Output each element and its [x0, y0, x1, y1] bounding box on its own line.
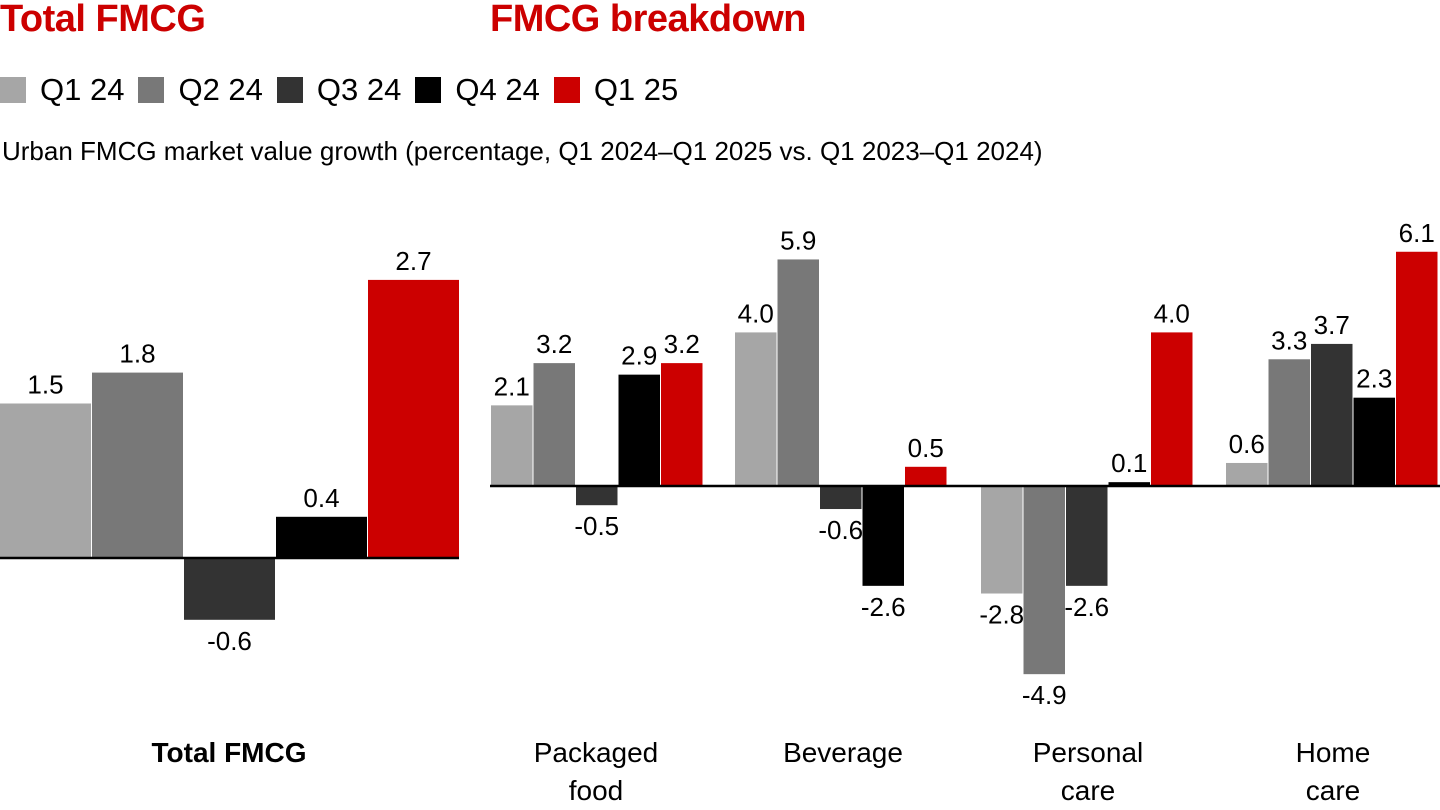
category-label: Packaged food [534, 737, 659, 806]
legend: Q1 24 Q2 24 Q3 24 Q4 24 Q1 25 [0, 72, 692, 108]
data-label: -2.6 [861, 592, 906, 622]
bar-q4-24 [276, 516, 367, 558]
bar-q3-24 [820, 486, 862, 510]
bar-q2-24 [533, 363, 575, 486]
bar-q4-24 [862, 486, 904, 586]
legend-label: Q3 24 [316, 72, 402, 107]
bar-q1-25 [905, 466, 947, 486]
legend-label: Q4 24 [455, 72, 540, 107]
data-label: -0.6 [207, 626, 252, 656]
data-label: 3.3 [1271, 325, 1307, 355]
data-label: 0.6 [1229, 429, 1265, 459]
bar-q3-24 [1066, 486, 1108, 586]
bar-q1-24 [1226, 462, 1268, 486]
data-label: -4.9 [1022, 680, 1067, 710]
legend-swatch [553, 77, 580, 103]
category-label: Home care [1296, 737, 1371, 806]
bar-q1-25 [1396, 251, 1438, 486]
category-label: Personal care [1033, 737, 1144, 806]
data-label: 0.4 [303, 483, 339, 513]
legend-item-q1-24: Q1 24 [0, 72, 124, 108]
legend-label: Q1 25 [593, 72, 679, 107]
data-label: -0.6 [818, 515, 863, 545]
data-label: 6.1 [1399, 218, 1435, 248]
bar-q1-24 [981, 486, 1023, 594]
data-label: 4.0 [1154, 298, 1190, 328]
bar-q3-24 [576, 486, 618, 506]
bar-q1-24 [735, 332, 777, 486]
legend-swatch [276, 77, 303, 103]
data-label: 1.8 [119, 339, 155, 369]
bar-q2-24 [92, 372, 183, 558]
bar-q1-24 [491, 405, 533, 486]
data-label: 3.7 [1314, 310, 1350, 340]
bar-q1-24 [0, 403, 91, 558]
bar-q3-24 [1311, 343, 1353, 486]
legend-item-q1-25: Q1 25 [553, 72, 679, 108]
legend-label: Q2 24 [178, 72, 263, 107]
data-label: 0.5 [908, 433, 944, 463]
legend-swatch [415, 77, 442, 103]
data-label: 5.9 [780, 225, 816, 255]
data-label: 3.2 [664, 329, 700, 359]
legend-swatch [0, 77, 26, 103]
data-label: 0.1 [1111, 448, 1147, 478]
data-label: -2.8 [979, 600, 1024, 630]
bar-q2-24 [777, 259, 819, 486]
bar-q1-25 [1151, 332, 1193, 486]
bar-q2-24 [1023, 486, 1065, 675]
bar-q4-24 [618, 374, 660, 486]
fmcg-breakdown-title: FMCG breakdown [490, 0, 807, 40]
bar-q3-24 [184, 558, 275, 620]
data-label: 2.1 [494, 371, 530, 401]
data-label: 3.2 [536, 329, 572, 359]
data-label: -0.5 [574, 511, 619, 541]
bar-q4-24 [1108, 482, 1150, 486]
data-label: 4.0 [738, 298, 774, 328]
data-label: 2.3 [1356, 364, 1392, 394]
total-fmcg-title: Total FMCG [0, 0, 206, 40]
legend-item-q4-24: Q4 24 [415, 72, 540, 108]
data-label: -2.6 [1064, 592, 1109, 622]
chart-subtitle: Urban FMCG market value growth (percenta… [2, 136, 1043, 166]
data-label: 2.9 [621, 341, 657, 371]
legend-label: Q1 24 [40, 72, 125, 107]
bar-q1-25 [661, 363, 703, 486]
legend-item-q2-24: Q2 24 [138, 72, 263, 108]
data-label: 2.7 [395, 246, 431, 276]
data-label: 1.5 [27, 370, 63, 400]
legend-item-q3-24: Q3 24 [276, 72, 402, 108]
bar-q4-24 [1353, 397, 1395, 486]
bar-q2-24 [1268, 359, 1310, 486]
bar-q1-25 [368, 279, 459, 558]
legend-swatch [138, 77, 165, 103]
category-label: Total FMCG [151, 737, 306, 768]
category-label: Beverage [783, 737, 903, 768]
